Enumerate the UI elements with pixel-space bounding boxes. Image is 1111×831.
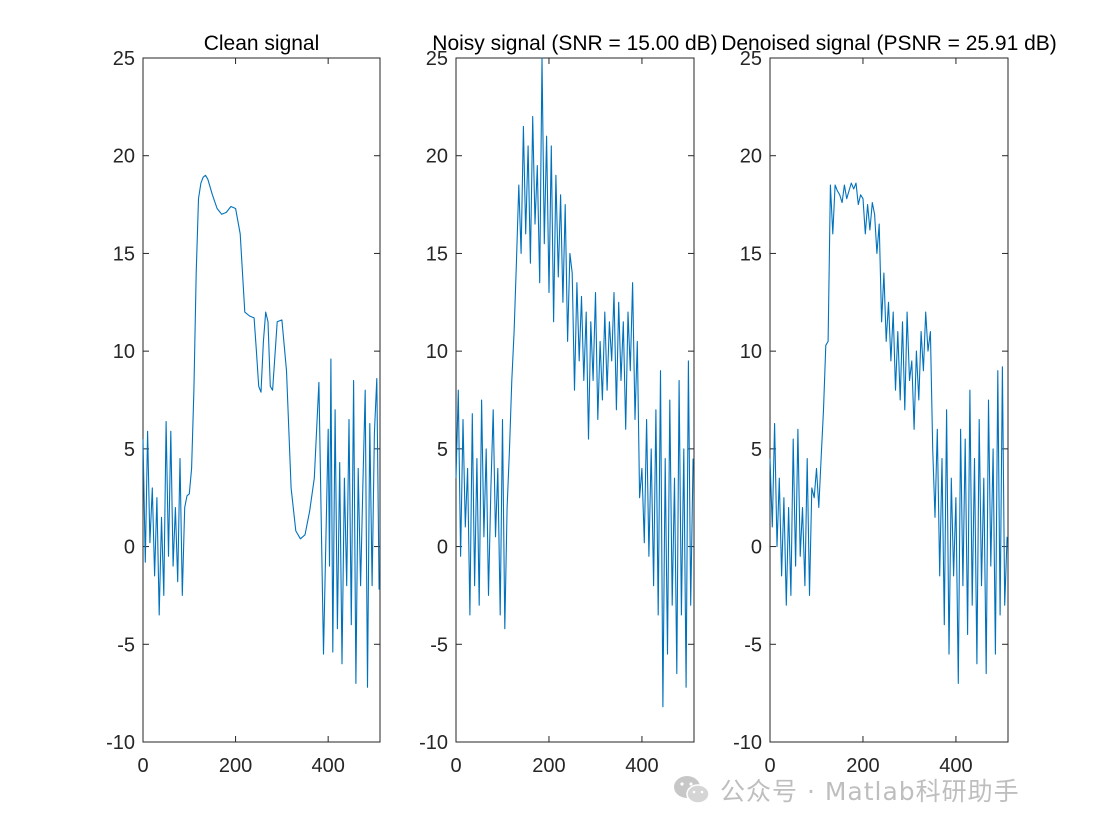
y-tick-label: 10 — [426, 341, 448, 363]
y-tick-label: 5 — [751, 439, 762, 461]
y-tick-label: -10 — [733, 732, 762, 754]
series-line — [769, 182, 1008, 684]
chart-title: Denoised signal (PSNR = 25.91 dB) — [721, 32, 1057, 55]
y-tick-label: -10 — [419, 732, 448, 754]
y-tick-label: 20 — [113, 146, 135, 168]
axes-box — [455, 57, 695, 743]
y-tick-label: -10 — [106, 732, 135, 754]
y-tick-label: -5 — [744, 634, 762, 656]
x-tick-label: 0 — [450, 755, 461, 777]
axes-box — [142, 57, 381, 743]
y-tick-label: 15 — [740, 243, 762, 265]
chart-title: Clean signal — [204, 32, 320, 55]
x-tick-label: 200 — [532, 755, 565, 777]
x-tick-label: 0 — [764, 755, 775, 777]
y-tick-label: 25 — [740, 48, 762, 70]
axes-box — [769, 57, 1009, 743]
x-tick-label: 200 — [219, 755, 252, 777]
chart-clean-signal: -10 -5 0 5 10 15 20 25 0 200 400 Clean signal — [106, 32, 381, 777]
x-tick-label: 0 — [137, 755, 148, 777]
y-tick-label: -5 — [430, 634, 448, 656]
x-tick-label: 400 — [939, 755, 972, 777]
watermark-text: 公众号 · Matlab科研助手 — [720, 777, 1020, 806]
series-line — [455, 57, 694, 708]
series-line — [142, 174, 380, 688]
y-tick-label: 0 — [437, 537, 448, 559]
chart-noisy-signal: -10 -5 0 5 10 15 20 25 0 200 400 Noisy signal (SNR … — [419, 32, 718, 777]
y-tick-label: 20 — [740, 146, 762, 168]
y-tick-label: 20 — [426, 146, 448, 168]
wechat-icon — [674, 776, 710, 804]
y-tick-label: 5 — [437, 439, 448, 461]
x-tick-label: 200 — [846, 755, 879, 777]
chart-title: Noisy signal (SNR = 15.00 dB) — [432, 32, 717, 55]
y-tick-label: -5 — [117, 634, 135, 656]
y-tick-label: 0 — [124, 537, 135, 559]
y-tick-label: 25 — [113, 48, 135, 70]
y-tick-label: 15 — [113, 243, 135, 265]
y-tick-label: 10 — [113, 341, 135, 363]
y-tick-label: 15 — [426, 243, 448, 265]
y-tick-label: 25 — [426, 48, 448, 70]
y-tick-label: 5 — [124, 439, 135, 461]
x-tick-label: 400 — [625, 755, 658, 777]
y-tick-label: 0 — [751, 537, 762, 559]
watermark: 公众号 · Matlab科研助手 — [672, 770, 1020, 810]
chart-denoised-signal: -10 -5 0 5 10 15 20 25 0 200 400 Denoised signal (P… — [721, 32, 1057, 777]
y-tick-label: 10 — [740, 341, 762, 363]
x-tick-label: 400 — [311, 755, 344, 777]
